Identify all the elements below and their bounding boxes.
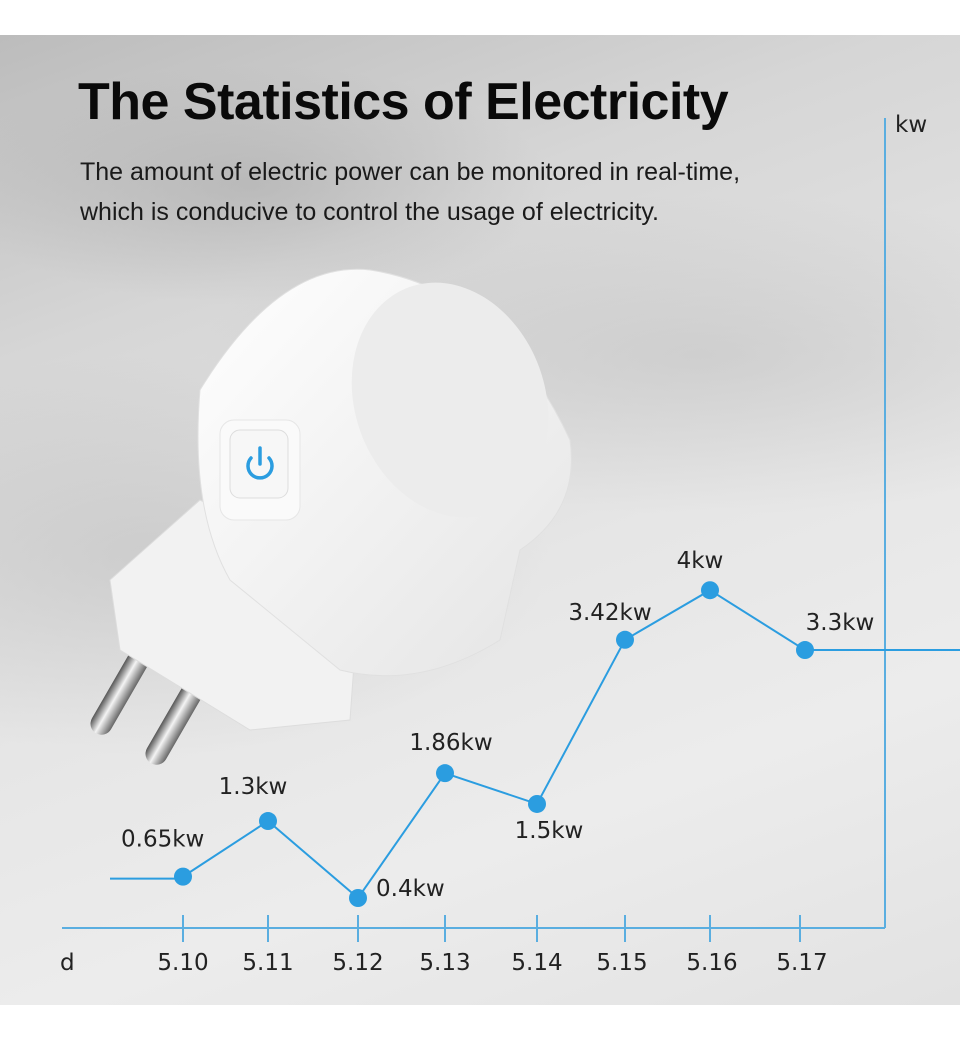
subtitle: The amount of electric power can be moni… — [80, 152, 880, 232]
data-point — [259, 812, 277, 831]
y-axis-label: kw — [895, 112, 927, 138]
page-title: The Statistics of Electricity — [78, 73, 729, 131]
subtitle-line-2: which is conducive to control the usage … — [80, 198, 659, 226]
data-point — [174, 867, 192, 886]
data-label: 1.3kw — [219, 774, 288, 800]
subtitle-line-1: The amount of electric power can be moni… — [80, 158, 741, 186]
x-tick-label: 5.10 — [157, 950, 208, 976]
data-point — [436, 764, 454, 783]
x-tick-label: 5.15 — [596, 950, 647, 976]
data-point — [616, 630, 634, 649]
x-tick-label: 5.12 — [332, 950, 383, 976]
data-label: 3.42kw — [568, 600, 651, 626]
data-point — [349, 889, 367, 907]
data-label: 1.86kw — [409, 730, 492, 756]
x-tick-label: 5.16 — [686, 950, 737, 976]
power-button-icon — [229, 429, 289, 499]
x-tick-label: 5.13 — [419, 950, 470, 976]
data-label: 0.4kw — [376, 876, 445, 902]
x-tick-label: 5.14 — [511, 950, 562, 976]
x-tick-label: 5.17 — [776, 950, 827, 976]
data-label: 3.3kw — [806, 610, 875, 636]
data-label: 4kw — [677, 548, 724, 574]
data-point — [528, 794, 546, 813]
plug-pins — [90, 645, 207, 765]
x-axis-label: d — [60, 950, 75, 976]
data-label: 0.65kw — [121, 827, 204, 853]
series-line — [182, 589, 806, 900]
data-point — [796, 641, 814, 660]
data-label: 1.5kw — [515, 818, 584, 844]
x-tick-label: 5.11 — [242, 950, 293, 976]
smart-plug-image — [90, 268, 572, 765]
data-point — [701, 581, 719, 600]
